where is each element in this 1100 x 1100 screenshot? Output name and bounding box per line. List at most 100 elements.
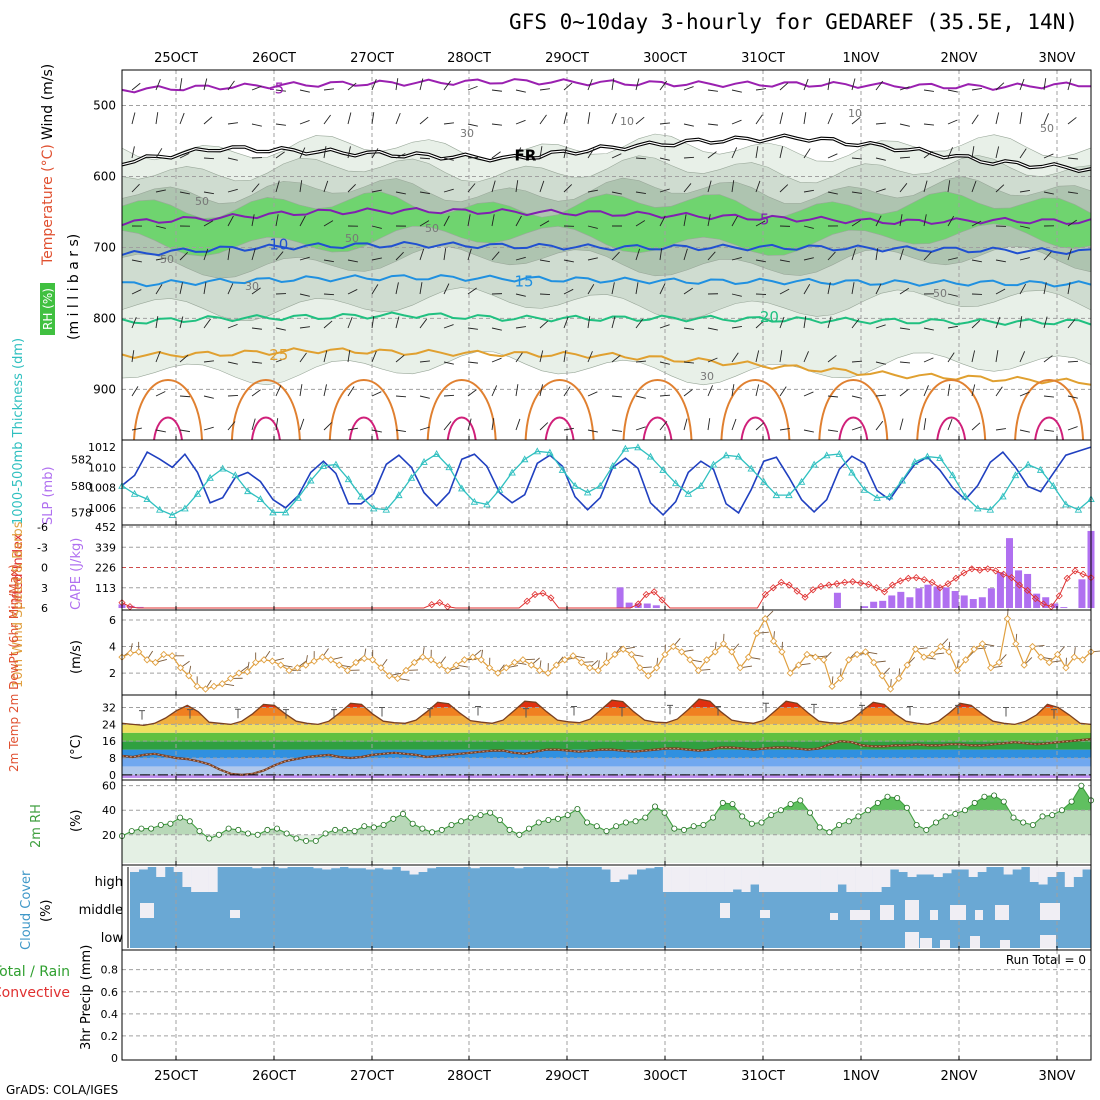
wind-barb (251, 327, 263, 330)
li-point (1031, 594, 1039, 603)
wind-barb (947, 147, 953, 159)
rh2m-point (448, 822, 455, 829)
thickness-point (709, 460, 718, 468)
wind10-point (611, 650, 619, 659)
wind-barb (1019, 351, 1026, 363)
wind-barb (563, 427, 574, 431)
rh-color-band (122, 782, 1091, 786)
contour-label: 10 (269, 236, 288, 254)
date-label-bottom: 30OCT (643, 1069, 687, 1084)
wind-barb (635, 220, 646, 227)
wind-barb (659, 324, 670, 329)
wind10-point (995, 658, 1003, 667)
wind-barb (179, 282, 183, 295)
wind-barb (323, 220, 334, 227)
wind-barb (347, 386, 355, 397)
wind-barb (779, 288, 790, 295)
thickness-point (407, 473, 416, 481)
wind-barb (323, 384, 327, 397)
surface-temp-contour-hot (740, 416, 771, 441)
wind-barb (467, 248, 472, 261)
wind-barb (491, 123, 503, 126)
li-point (658, 596, 666, 604)
wind-barb (1019, 112, 1023, 125)
cloud-low-gap (970, 936, 980, 948)
wind-barb (155, 391, 166, 397)
wind-barb (875, 157, 886, 161)
wind10-point (1037, 653, 1045, 661)
wind-barb (875, 188, 886, 193)
wind-barb (467, 361, 479, 364)
wind-barb (755, 146, 759, 159)
cloud-high-gap (689, 867, 699, 892)
wind10-point (285, 666, 293, 675)
rh2m-point (438, 826, 445, 833)
wind-barb (443, 283, 450, 295)
wind-barb (611, 191, 622, 195)
wind-barb (659, 361, 670, 365)
wind-barb (155, 316, 159, 329)
wind-barb (1067, 117, 1077, 125)
rh-contour-label: 50 (933, 287, 947, 300)
rh2m-point (215, 831, 222, 838)
cape-bar (879, 600, 887, 608)
wind-barb (371, 351, 377, 363)
li-point (1079, 570, 1087, 578)
cloud-high-gap (907, 867, 917, 877)
minmax-marker (187, 709, 193, 719)
slp-tick-label: 1012 (88, 441, 116, 454)
wind-barb (347, 112, 352, 125)
wind-barb (707, 151, 717, 159)
rh2m-point (254, 831, 261, 838)
li-point (1039, 600, 1047, 608)
wind-barb (683, 418, 688, 431)
wind-barb (203, 78, 208, 91)
cloud-high-gap (156, 867, 166, 877)
wind-barb (371, 79, 377, 91)
wind-barb (563, 350, 567, 363)
rh2m-point (971, 799, 978, 806)
wind-barb (659, 248, 663, 261)
rh2m-point (962, 807, 969, 814)
wind-barb (779, 427, 790, 431)
wind-barb (371, 391, 382, 397)
wind10-point (561, 656, 569, 664)
wind-barb (539, 422, 549, 431)
wind-barb (347, 289, 358, 295)
wind-barb (707, 251, 716, 261)
wind-barb (971, 350, 976, 363)
cape-bar (616, 587, 624, 608)
wind-barb (755, 422, 765, 431)
cape-bar (897, 591, 905, 608)
cloud-high-gap (374, 867, 384, 869)
wind-barb (995, 288, 1006, 295)
cloud-high-gap (724, 867, 734, 892)
rh2m-point (642, 814, 649, 821)
rh2m-point (836, 822, 843, 829)
cloud-high-gap (855, 867, 865, 892)
wind10-point (686, 656, 694, 664)
thickness-point (948, 471, 957, 479)
rh2m-point (574, 806, 581, 813)
wind-barb (131, 289, 142, 295)
wind10-point (176, 664, 185, 672)
wind10-point (410, 658, 419, 667)
wind10-point (878, 672, 886, 680)
wind-barb (827, 191, 838, 195)
cloud-high-gap (872, 867, 882, 892)
temperature-contour (121, 274, 1092, 288)
wind10-point (502, 664, 510, 672)
thickness-point (344, 475, 353, 483)
wind-tick-label: 4 (109, 641, 116, 654)
wind10-point (669, 642, 677, 651)
cloud-high-gap (785, 867, 795, 892)
wind-barb (419, 78, 424, 91)
wind-barb (155, 429, 166, 433)
wind-barb (275, 180, 280, 193)
wind10-point (678, 648, 686, 656)
wind10-point (1045, 658, 1053, 667)
wind-barb (515, 326, 526, 329)
wind10-point (711, 648, 719, 656)
cape-bar (942, 587, 950, 608)
rh2m-point (690, 823, 697, 830)
